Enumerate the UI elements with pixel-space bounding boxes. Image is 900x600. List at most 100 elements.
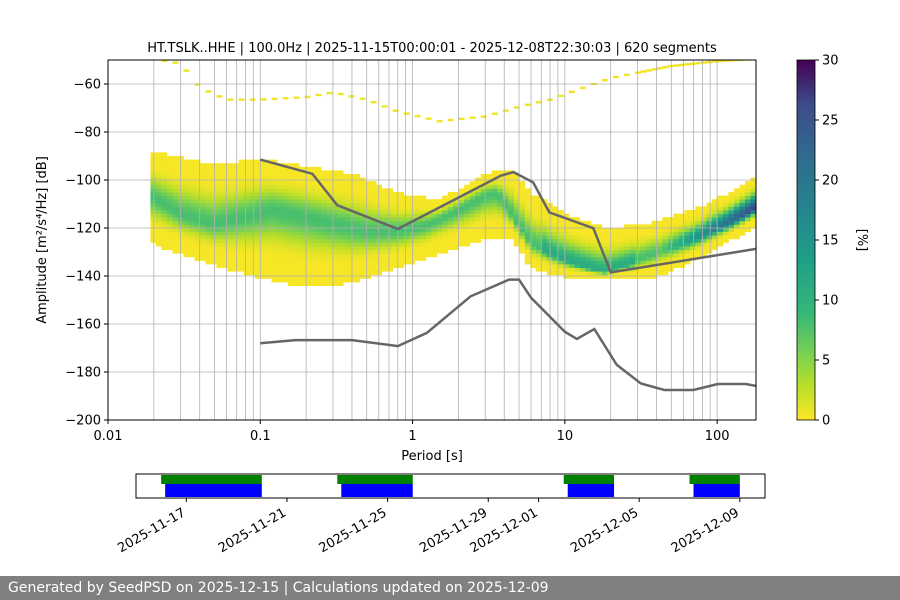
heatmap-cell xyxy=(299,246,305,250)
heatmap-cell xyxy=(541,231,548,236)
heatmap-cell xyxy=(260,260,267,265)
heatmap-cell xyxy=(464,199,471,204)
heatmap-cell xyxy=(585,231,592,236)
heatmap-cell xyxy=(359,260,366,265)
heatmap-cell xyxy=(475,192,482,196)
timeline-tick-label: 2025-11-17 xyxy=(115,505,188,556)
colorbar-tick-label: 20 xyxy=(822,174,839,189)
heatmap-cell xyxy=(161,192,168,196)
heatmap-cell xyxy=(337,271,344,276)
heatmap-cell xyxy=(233,188,239,193)
heatmap-cell xyxy=(183,228,190,232)
heatmap-cell xyxy=(211,231,217,236)
heatmap-cell xyxy=(618,249,625,254)
heatmap-cell xyxy=(288,213,294,218)
heatmap-cell xyxy=(733,188,740,193)
heatmap-cell xyxy=(722,238,729,243)
heatmap-cell xyxy=(447,220,454,225)
heatmap-cell xyxy=(244,184,250,189)
heatmap-cell xyxy=(508,206,515,211)
heatmap-cell xyxy=(563,235,570,240)
heatmap-cell xyxy=(282,195,289,200)
heatmap-cell xyxy=(321,246,328,250)
y-tick-label: −140 xyxy=(65,270,101,285)
heatmap-cell xyxy=(458,199,465,204)
heatmap-cell xyxy=(304,199,311,204)
heatmap-cell xyxy=(590,274,597,279)
heatmap-cell xyxy=(579,271,586,276)
heatmap-cell xyxy=(337,228,344,232)
heatmap-cell xyxy=(541,256,548,261)
heatmap-cell xyxy=(629,228,636,232)
heatmap-cell xyxy=(277,195,283,200)
heatmap-cell xyxy=(552,242,559,247)
y-tick-label: −160 xyxy=(65,318,101,333)
heatmap-cell xyxy=(205,192,212,196)
heatmap-cell xyxy=(425,199,432,204)
heatmap-cell xyxy=(717,199,724,204)
heatmap-cell xyxy=(733,220,740,225)
heatmap-cell xyxy=(733,217,740,222)
heatmap-cell xyxy=(750,217,756,222)
heatmap-cell xyxy=(304,181,311,186)
y-tick-label: −80 xyxy=(74,126,101,141)
heatmap-cell xyxy=(332,202,339,207)
heatmap-cell xyxy=(155,181,162,186)
heatmap-cell xyxy=(288,271,294,276)
heatmap-cell xyxy=(425,220,432,225)
heatmap-cell xyxy=(431,199,438,204)
heatmap-cell xyxy=(370,242,377,247)
heatmap-cell xyxy=(535,210,542,214)
heatmap-cell xyxy=(238,192,245,196)
heatmap-cell xyxy=(211,174,217,178)
heatmap-cell xyxy=(706,220,713,225)
heatmap-cell xyxy=(519,235,526,240)
heatmap-cell xyxy=(640,267,647,272)
heatmap-cell xyxy=(343,199,350,204)
heatmap-cell xyxy=(233,260,239,265)
heatmap-cell xyxy=(321,181,328,186)
heatmap-cell xyxy=(513,235,520,240)
heatmap-cell xyxy=(321,282,328,286)
heatmap-cell xyxy=(629,242,636,247)
heatmap-cell xyxy=(161,242,168,247)
heatmap-cell xyxy=(475,188,482,193)
heatmap-cell xyxy=(387,231,394,236)
heatmap-cell xyxy=(233,253,239,258)
heatmap-cell xyxy=(288,188,294,193)
heatmap-cell xyxy=(469,206,476,211)
heatmap-cell xyxy=(326,91,333,95)
heatmap-cell xyxy=(541,210,548,214)
heatmap-cell xyxy=(337,242,344,247)
heatmap-cell xyxy=(458,210,465,214)
heatmap-cell xyxy=(359,246,366,250)
heatmap-cell xyxy=(304,242,311,247)
heatmap-cell xyxy=(161,217,168,222)
heatmap-cell xyxy=(414,210,421,214)
heatmap-cell xyxy=(227,256,234,261)
heatmap-cell xyxy=(480,213,487,218)
heatmap-cell xyxy=(365,220,372,225)
heatmap-cell xyxy=(216,264,223,268)
heatmap-cell xyxy=(387,192,394,196)
heatmap-cell xyxy=(557,210,564,214)
heatmap-cell xyxy=(513,199,520,204)
heatmap-cell xyxy=(442,220,449,225)
heatmap-cell xyxy=(365,181,372,186)
heatmap-cell xyxy=(211,181,217,186)
heatmap-cell xyxy=(310,184,316,189)
heatmap-cell xyxy=(711,235,718,240)
heatmap-cell xyxy=(233,202,239,207)
heatmap-cell xyxy=(299,210,305,214)
heatmap-cell xyxy=(535,206,542,211)
heatmap-cell xyxy=(155,242,162,247)
heatmap-cell xyxy=(585,235,592,240)
heatmap-cell xyxy=(568,264,575,268)
heatmap-cell xyxy=(238,181,245,186)
heatmap-cell xyxy=(491,220,498,225)
heatmap-cell xyxy=(667,220,674,225)
heatmap-cell xyxy=(739,192,746,196)
heatmap-cell xyxy=(260,98,267,101)
heatmap-cell xyxy=(321,174,328,178)
heatmap-cell xyxy=(508,188,515,193)
